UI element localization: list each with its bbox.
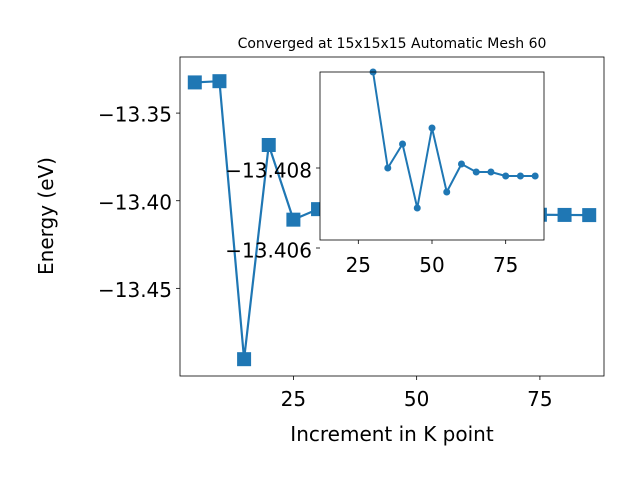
inset-data-point (399, 140, 407, 148)
inset-y-tick-label: −13.408 (225, 158, 312, 182)
inset-data-point (413, 204, 421, 212)
inset-data-point (443, 188, 451, 196)
inset-data-point (487, 168, 495, 176)
main-y-tick-label: −13.40 (98, 190, 172, 214)
inset-data-point (502, 172, 510, 180)
inset-x-tick-label: 50 (419, 253, 444, 277)
inset-plot-frame (319, 71, 545, 241)
inset-data-point (457, 160, 465, 168)
inset-series (369, 68, 539, 212)
main-x-tick-label: 75 (527, 387, 552, 411)
inset-data-point (428, 124, 436, 132)
inset-data-point (531, 172, 539, 180)
inset-x-tick-label: 25 (346, 253, 371, 277)
main-data-point (261, 137, 276, 152)
inset-data-point (516, 172, 524, 180)
chart-title: Converged at 15x15x15 Automatic Mesh 60 (238, 36, 547, 52)
main-data-point (187, 75, 202, 90)
inset-data-point (384, 164, 392, 172)
y-axis-label: Energy (eV) (34, 157, 58, 275)
main-data-point (557, 207, 572, 222)
inset-y-tick-label: −13.406 (225, 238, 312, 262)
main-data-point (582, 208, 597, 223)
main-y-tick-label: −13.35 (98, 103, 172, 127)
main-plot-frame (179, 56, 605, 377)
main-data-point (237, 352, 252, 367)
main-data-point (212, 74, 227, 89)
main-x-tick-label: 25 (281, 387, 306, 411)
main-y-tick-label: −13.45 (98, 278, 172, 302)
main-data-point (286, 212, 301, 227)
inset-data-point (472, 168, 480, 176)
x-axis-label: Increment in K point (290, 422, 494, 446)
inset-x-tick-label: 75 (493, 253, 518, 277)
inset-plot-area (320, 72, 544, 240)
inset-ticks: 25 50 75 −13.408 −13.406 (225, 158, 518, 277)
main-x-tick-label: 50 (404, 387, 429, 411)
main-ticks: 25 50 75 −13.35 −13.40 −13.45 (98, 103, 553, 411)
inset-plot: 25 50 75 −13.408 −13.406 (225, 68, 545, 277)
